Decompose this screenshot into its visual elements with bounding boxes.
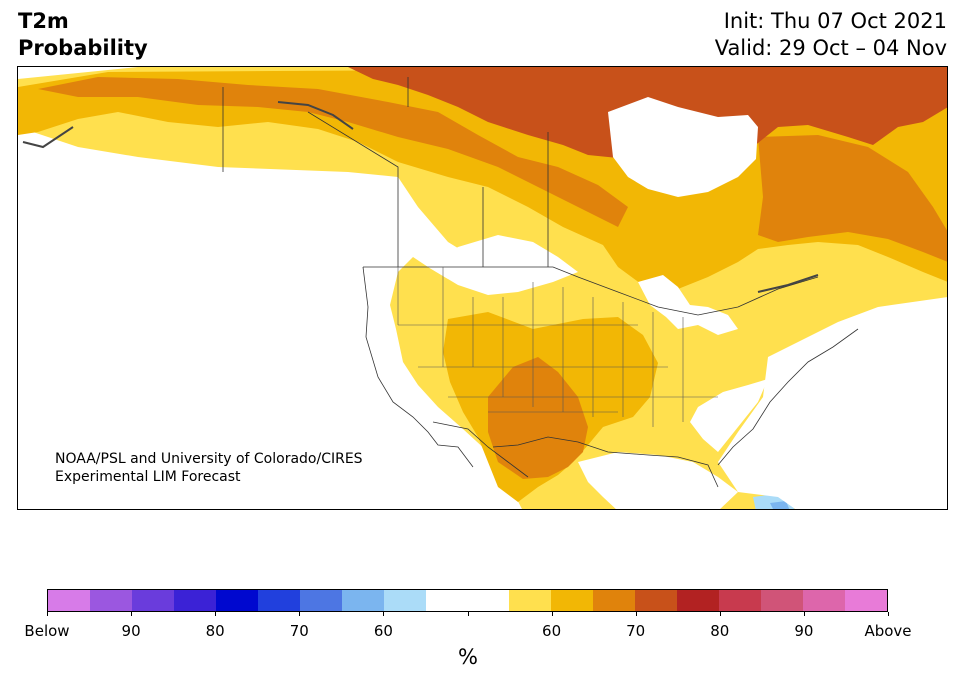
colorbar-unit: % bbox=[458, 645, 478, 669]
colorbar-tick-mark bbox=[131, 612, 133, 616]
colorbar-segment bbox=[803, 590, 846, 611]
us-canada-border bbox=[363, 266, 819, 316]
colorbar-segment bbox=[131, 590, 174, 611]
title-block: T2m Probability bbox=[18, 8, 148, 62]
colorbar bbox=[47, 589, 888, 612]
yukon-line bbox=[22, 126, 74, 149]
init-date: Init: Thu 07 Oct 2021 bbox=[723, 9, 947, 33]
north-america-map bbox=[18, 67, 947, 509]
colorbar-segment bbox=[425, 590, 468, 611]
colorbar-tick-mark bbox=[888, 612, 889, 616]
colorbar-tick-mark bbox=[635, 612, 637, 616]
colorbar-segment bbox=[509, 590, 552, 611]
colorbar-tick-mark bbox=[719, 612, 721, 616]
colorbar-segment bbox=[48, 590, 90, 611]
colorbar-segment bbox=[341, 590, 384, 611]
product-title: Probability bbox=[18, 36, 148, 60]
colorbar-tick-label: 60 bbox=[373, 622, 393, 640]
colorbar-tick-label: 60 bbox=[542, 622, 562, 640]
colorbar-tick-mark bbox=[803, 612, 805, 616]
colorbar-segment bbox=[215, 590, 258, 611]
colorbar-tick-label: 70 bbox=[289, 622, 309, 640]
colorbar-tick-label: 90 bbox=[121, 622, 141, 640]
colorbar-segment bbox=[593, 590, 636, 611]
colorbar-segment bbox=[257, 590, 300, 611]
colorbar-segment bbox=[173, 590, 216, 611]
valid-period: Valid: 29 Oct – 04 Nov bbox=[714, 36, 947, 60]
borders bbox=[222, 77, 859, 488]
st-lawrence-line bbox=[757, 274, 819, 293]
probability-map bbox=[17, 66, 948, 510]
colorbar-segment bbox=[761, 590, 804, 611]
credit-line-2: Experimental LIM Forecast bbox=[55, 469, 241, 485]
neutral-southeast bbox=[690, 379, 768, 452]
colorbar-segment bbox=[299, 590, 342, 611]
colorbar-tick-label: 80 bbox=[710, 622, 730, 640]
colorbar-segment bbox=[551, 590, 594, 611]
colorbar-tick-mark bbox=[47, 612, 48, 616]
mackenzie-line bbox=[277, 101, 354, 130]
colorbar-segment bbox=[677, 590, 720, 611]
colorbar-tickmarks bbox=[0, 612, 959, 618]
colorbar-tick-mark bbox=[299, 612, 301, 616]
date-block: Init: Thu 07 Oct 2021 Valid: 29 Oct – 04… bbox=[715, 8, 947, 62]
great-lakes bbox=[638, 275, 738, 335]
colorbar-segment bbox=[467, 590, 510, 611]
rivers-dark-lines bbox=[22, 101, 819, 293]
ocean-atlantic bbox=[718, 297, 947, 509]
shade-above-65-70-east bbox=[758, 135, 947, 262]
colorbar-tick-label: Above bbox=[864, 622, 912, 640]
colorbar-segment bbox=[845, 590, 888, 611]
colorbar-tick-label: Below bbox=[24, 622, 70, 640]
us-states-grid bbox=[397, 267, 718, 427]
west-coast bbox=[362, 266, 474, 468]
colorbar-segment bbox=[89, 590, 132, 611]
colorbar-tick-label: 90 bbox=[794, 622, 814, 640]
shade-above-65-70-north bbox=[38, 77, 628, 227]
colorbar-segment bbox=[719, 590, 762, 611]
credit-text: NOAA/PSL and University of Colorado/CIRE… bbox=[55, 450, 363, 486]
neutral-west-us bbox=[18, 187, 507, 509]
mexico-border bbox=[432, 421, 529, 478]
colorbar-tick-mark bbox=[215, 612, 217, 616]
shade-below-60-65 bbox=[770, 501, 790, 509]
colorbar-tick-label: 80 bbox=[205, 622, 225, 640]
colorbar-segment bbox=[383, 590, 426, 611]
ocean-gulf bbox=[578, 452, 738, 509]
colorbar-tick-mark bbox=[551, 612, 553, 616]
neutral-regions bbox=[18, 97, 947, 509]
colorbar-tick-label: 70 bbox=[626, 622, 646, 640]
colorbar-tick-mark bbox=[383, 612, 385, 616]
neutral-hudson-bay bbox=[608, 97, 758, 197]
neutral-central-plains bbox=[428, 235, 578, 295]
variable-title: T2m bbox=[18, 9, 69, 33]
colorbar-tick-labels: Below 90 80 70 60 60 70 80 90 Above bbox=[0, 622, 959, 642]
colorbar-segment bbox=[635, 590, 678, 611]
canada-provinces bbox=[222, 77, 549, 267]
colorbar-tick-mark bbox=[467, 612, 469, 616]
gulf-coast bbox=[492, 436, 719, 488]
east-coast bbox=[717, 328, 859, 466]
credit-line-1: NOAA/PSL and University of Colorado/CIRE… bbox=[55, 451, 363, 467]
